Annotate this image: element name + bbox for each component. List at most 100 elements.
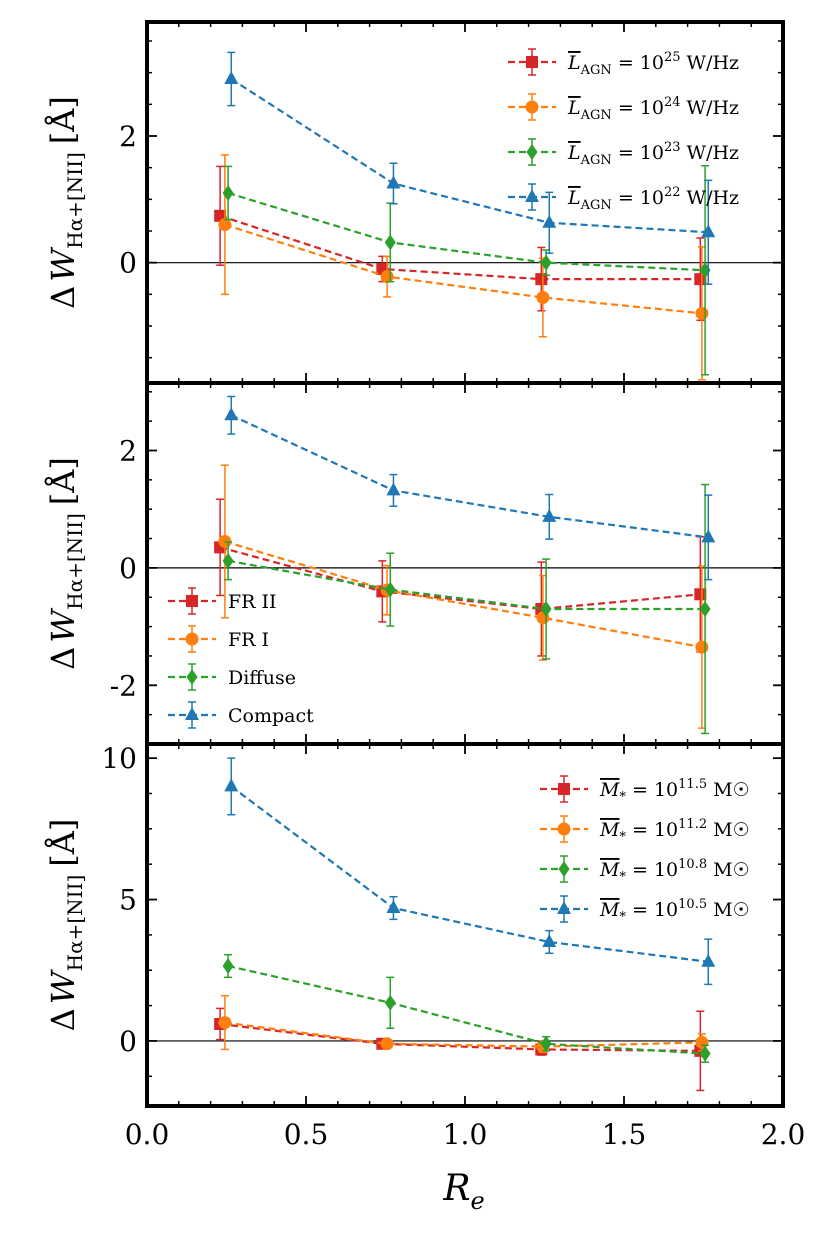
legend-marker (186, 595, 198, 607)
series-M* = 10^10.5 M☉ (224, 757, 716, 986)
legend-label-unit: W/Hz (681, 52, 740, 74)
legend-entry: LAGN = 1022 W/Hz (567, 185, 739, 213)
series-line (224, 1021, 702, 1048)
legend-label: Compact (228, 705, 314, 727)
data-point (384, 234, 396, 251)
data-point (540, 600, 552, 617)
legend-label-symbol: M (599, 779, 620, 801)
x-tick-label: 0.0 (125, 1118, 170, 1151)
legend-label-equals: = 10 (626, 779, 678, 801)
data-point (380, 1037, 394, 1051)
legend-entry: Compact (228, 705, 314, 727)
legend-label-symbol: M (599, 899, 620, 921)
legend-label-unit: M☉ (707, 819, 750, 841)
data-point (542, 214, 557, 228)
series-M* = 10^10.8 M☉ (222, 953, 711, 1063)
series-line (227, 559, 706, 611)
x-axis-label: Re (442, 1168, 484, 1215)
legend-label-equals: = 10 (612, 187, 664, 209)
data-point (384, 994, 396, 1011)
y-tick-label: 0 (119, 247, 137, 280)
legend-label-equals: = 10 (612, 97, 664, 119)
y-tick-label: 0 (119, 552, 137, 585)
legend-entry: LAGN = 1024 W/Hz (567, 95, 739, 123)
legend-label-subscript: * (619, 910, 626, 925)
data-point (386, 482, 401, 496)
y-axis-label-delta: Δ (44, 647, 82, 670)
y-tick-label: 2 (119, 435, 137, 468)
y-tick-label: 10 (101, 742, 137, 775)
series-L_AGN = 10^23 W/Hz (222, 165, 711, 376)
data-point (542, 508, 557, 522)
legend-label-unit: M☉ (707, 779, 750, 801)
x-tick-label: 2.0 (761, 1118, 806, 1151)
legend-label-unit: W/Hz (681, 187, 740, 209)
data-point (222, 552, 234, 569)
x-tick-label: 1.5 (602, 1118, 647, 1151)
panel-frame (145, 742, 785, 1108)
legend-marker (558, 783, 570, 795)
data-point (386, 900, 401, 914)
series-line (230, 414, 709, 539)
legend-label-exponent: 10.8 (678, 857, 707, 872)
legend-label-equals: = 10 (626, 899, 678, 921)
legend-marker (525, 100, 539, 114)
series-Compact (224, 395, 716, 581)
series-line (219, 214, 701, 281)
series-line (230, 78, 709, 234)
series-line (227, 964, 706, 1055)
legend: M* = 1011.5 M☉M* = 1011.2 M☉M* = 1010.8 … (540, 775, 750, 925)
data-point (218, 218, 232, 232)
legend-label-symbol: M (599, 819, 620, 841)
legend-label-symbol: M (599, 859, 620, 881)
y-axis-label-unit: [Å] (44, 819, 82, 867)
legend-label-exponent: 11.2 (678, 817, 707, 832)
panel-middle: -2 0 2 ΔWHα+[NII] [Å] FR II FR I Diffuse Compact (44, 381, 785, 746)
y-axis-label-delta: Δ (44, 286, 82, 309)
legend-marker (185, 632, 199, 646)
data-point (224, 407, 239, 421)
x-tick-label: 1.0 (443, 1118, 488, 1151)
legend-label-equals: = 10 (626, 859, 678, 881)
legend-entry: FR I (228, 629, 269, 651)
legend-label-unit: M☉ (707, 859, 750, 881)
legend-label-subscript: * (619, 830, 626, 845)
legend-label-equals: = 10 (626, 819, 678, 841)
data-point (222, 958, 234, 975)
legend-entry: M* = 1010.5 M☉ (599, 897, 750, 925)
data-point (222, 185, 234, 201)
legend-marker (557, 901, 571, 914)
legend-label-exponent: 22 (664, 185, 681, 200)
x-tick-label: 0.5 (284, 1118, 329, 1151)
legend-label-subscript: AGN (580, 108, 612, 123)
series-line (230, 785, 709, 963)
legend-label-unit: M☉ (707, 899, 750, 921)
legend-marker (525, 189, 539, 202)
data-point (386, 175, 401, 189)
data-point (694, 273, 707, 286)
data-point (536, 291, 550, 304)
series-line (224, 540, 703, 649)
data-point (218, 1016, 232, 1030)
legend-label-unit: W/Hz (681, 142, 740, 164)
y-axis-label-sub: Hα+[NII] (63, 875, 87, 972)
data-point (384, 581, 396, 598)
y-axis-label-sub: Hα+[NII] (63, 152, 87, 249)
legend-entry: M* = 1011.5 M☉ (599, 777, 750, 805)
y-axis-label-w: W (44, 246, 82, 282)
legend-label-subscript: * (619, 870, 626, 885)
data-point (699, 600, 711, 617)
data-point (540, 1035, 552, 1052)
legend-marker (185, 707, 199, 720)
legend-label-unit: W/Hz (681, 97, 740, 119)
legend-label-exponent: 24 (664, 95, 681, 110)
legend-marker (526, 144, 538, 160)
legend-entry: M* = 1011.2 M☉ (599, 817, 750, 845)
y-axis-label: ΔWHα+[NII] [Å] (44, 457, 87, 670)
legend-label-subscript: * (619, 790, 626, 805)
series-line (227, 191, 706, 272)
legend-entry: LAGN = 1025 W/Hz (567, 50, 739, 78)
